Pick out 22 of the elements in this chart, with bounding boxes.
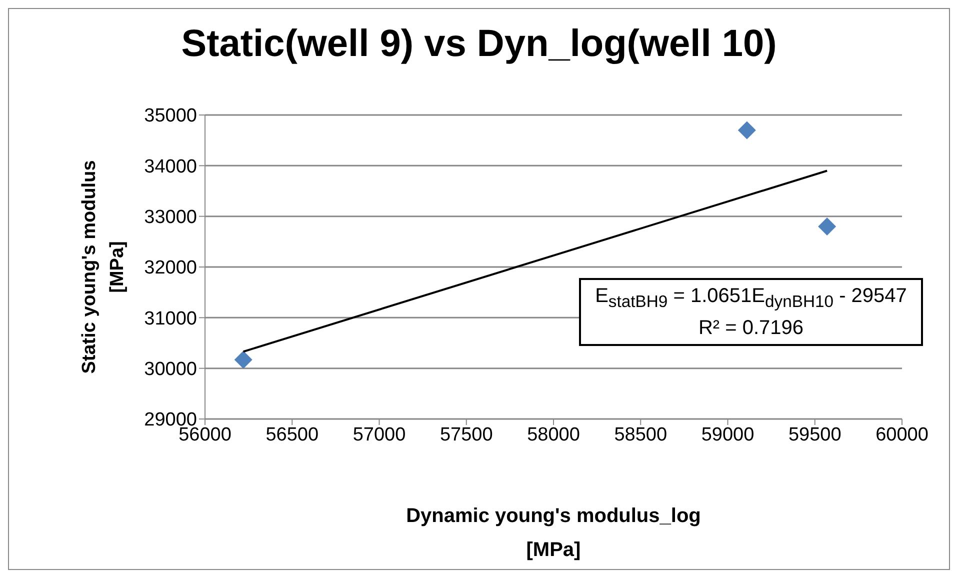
x-tick-label: 56500	[266, 424, 319, 446]
y-axis-title: Static young's modulus [MPa]	[78, 159, 129, 376]
x-tick-label: 58500	[614, 424, 668, 446]
x-tick-label: 60000	[876, 424, 928, 446]
x-tick-label: 58000	[527, 424, 580, 446]
y-tick-label: 35000	[144, 106, 197, 127]
point	[818, 217, 836, 236]
x-axis-title: Dynamic young's modulus_log [MPa]	[405, 504, 702, 563]
y-tick-label: 32000	[144, 258, 197, 279]
y-tick-label: 34000	[144, 156, 197, 178]
annotation: R² = 0.7196	[697, 316, 805, 341]
x-tick-label: 59500	[788, 424, 842, 446]
y-tick-label: 33000	[144, 207, 197, 228]
point	[234, 350, 252, 369]
x-tick-label: 57500	[440, 424, 493, 446]
annotation: E$_{statBH9}$ = 1.0651E$_{dynBH10}$ - 29547	[594, 284, 908, 313]
y-tick-label: 31000	[144, 308, 197, 330]
point	[738, 121, 756, 140]
x-tick-label: 59000	[701, 424, 754, 446]
y-tick-label: 30000	[144, 359, 197, 380]
x-tick-label: 57000	[352, 424, 406, 446]
chart-title: Static(well 9) vs Dyn_log(well 10)	[180, 23, 778, 66]
